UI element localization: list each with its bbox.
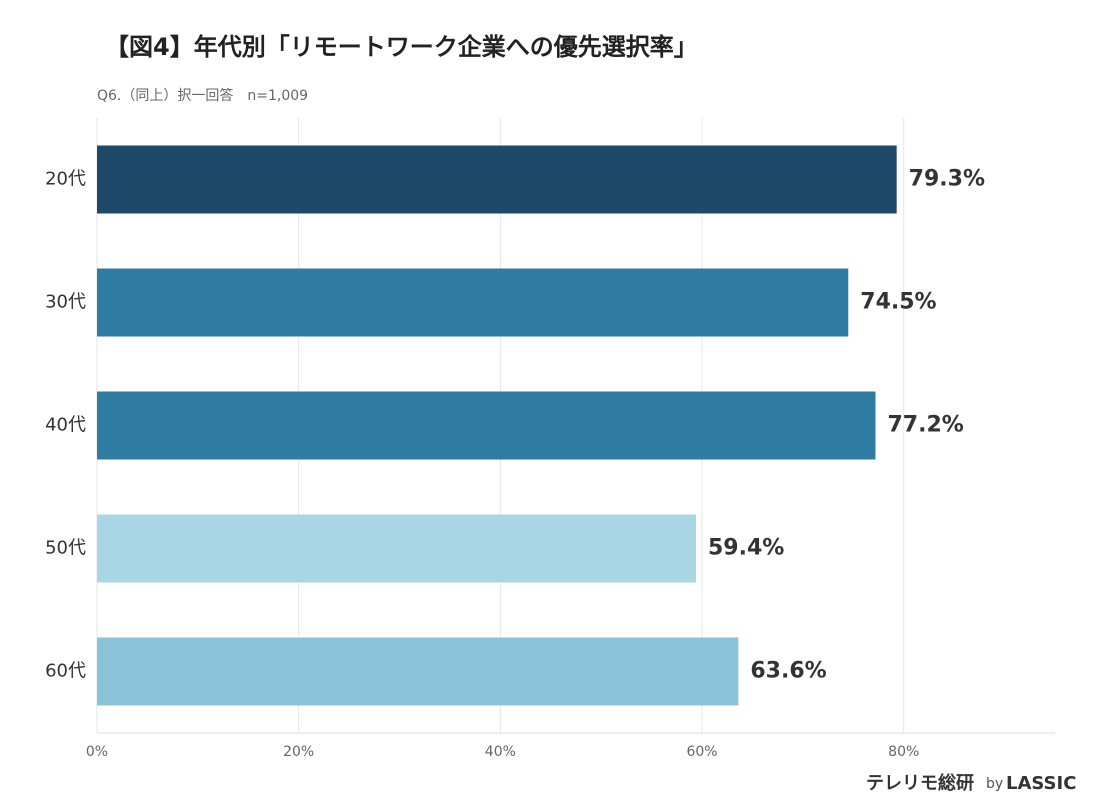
bar — [97, 268, 849, 337]
x-tick-label: 40% — [485, 744, 516, 760]
y-tick-label: 50代 — [45, 538, 86, 559]
y-tick-label: 40代 — [45, 415, 86, 436]
x-tick-label: 60% — [686, 744, 717, 760]
brand-company: LASSIC — [1006, 773, 1076, 794]
value-label: 74.5% — [860, 290, 936, 315]
y-tick-label: 60代 — [45, 661, 86, 682]
brand-by: by — [986, 776, 1003, 792]
y-tick-label: 30代 — [45, 292, 86, 313]
brand: テレリモ総研 — [866, 772, 974, 794]
x-tick-label: 0% — [86, 744, 108, 760]
bar — [97, 391, 876, 460]
value-label: 59.4% — [708, 536, 784, 561]
y-tick-label: 20代 — [45, 169, 86, 190]
value-label: 63.6% — [750, 659, 826, 684]
chart-subtitle: Q6.（同上）択一回答 n=1,009 — [97, 87, 308, 104]
x-tick-label: 20% — [283, 744, 314, 760]
value-label: 79.3% — [909, 167, 985, 192]
chart-title: 【図4】年代別「リモートワーク企業への優先選択率」 — [105, 33, 698, 61]
value-label: 77.2% — [888, 413, 964, 438]
x-tick-label: 80% — [888, 744, 919, 760]
bar — [97, 514, 697, 583]
bar — [97, 145, 897, 214]
bar — [97, 637, 739, 706]
